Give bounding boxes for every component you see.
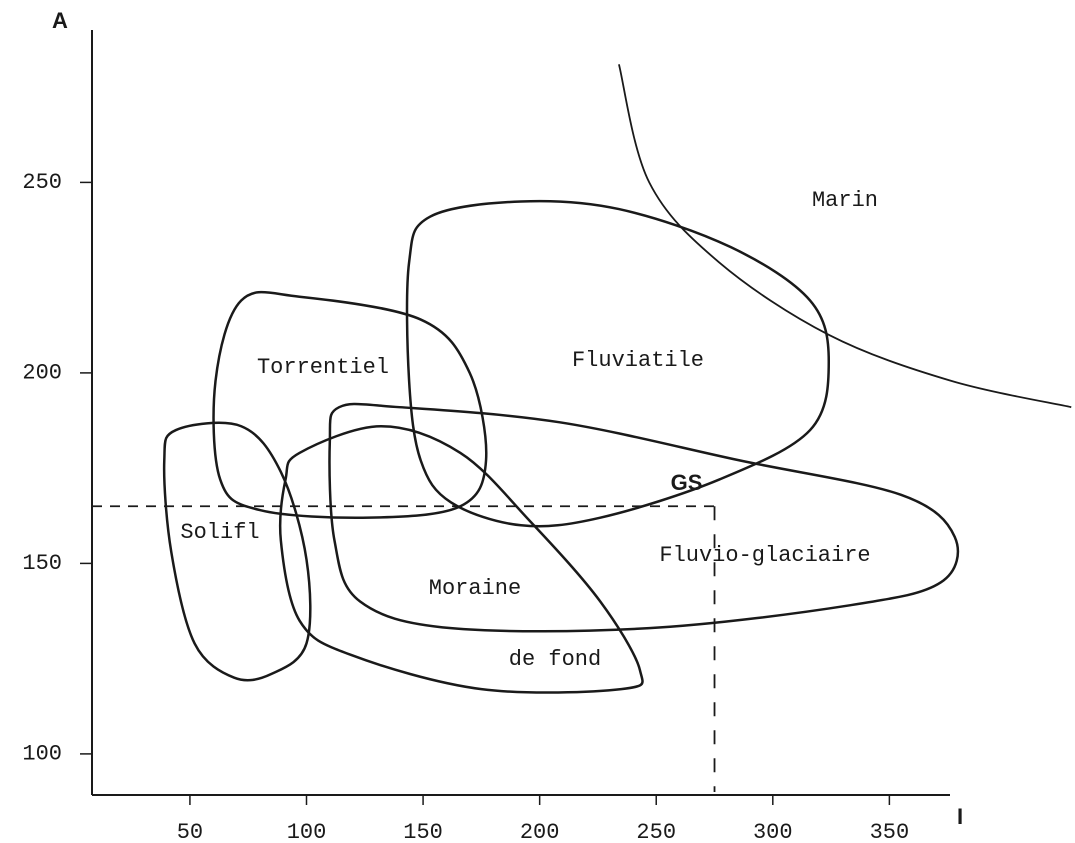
y-tick-label: 200 <box>22 361 62 386</box>
x-tick-label: 100 <box>287 820 327 843</box>
y-axis-label: A <box>52 8 68 33</box>
region-outline <box>328 402 960 633</box>
x-tick-label: 50 <box>177 820 203 843</box>
region-label: Solifl <box>180 520 259 545</box>
x-tick-label: 300 <box>753 820 793 843</box>
region-outline <box>405 199 831 528</box>
x-tick-label: 350 <box>870 820 910 843</box>
region-label: Fluvio-glaciaire <box>659 543 870 568</box>
x-tick-label: 250 <box>636 820 676 843</box>
boundary-curve <box>618 64 1072 409</box>
y-tick-label: 150 <box>22 551 62 576</box>
point-label: GS <box>671 470 703 495</box>
region-label: Fluviatile <box>572 348 704 373</box>
x-tick-label: 200 <box>520 820 560 843</box>
y-tick-label: 250 <box>22 170 62 195</box>
region-outline <box>162 421 312 682</box>
y-tick-label: 100 <box>22 742 62 767</box>
x-tick-label: 150 <box>403 820 443 843</box>
region-label: Moraine <box>429 576 521 601</box>
x-axis-label: I <box>957 804 963 829</box>
region-outline <box>278 424 644 694</box>
boundary-label: Marin <box>812 188 878 213</box>
region-label: Torrentiel <box>257 355 389 380</box>
region-label: de fond <box>509 647 601 672</box>
